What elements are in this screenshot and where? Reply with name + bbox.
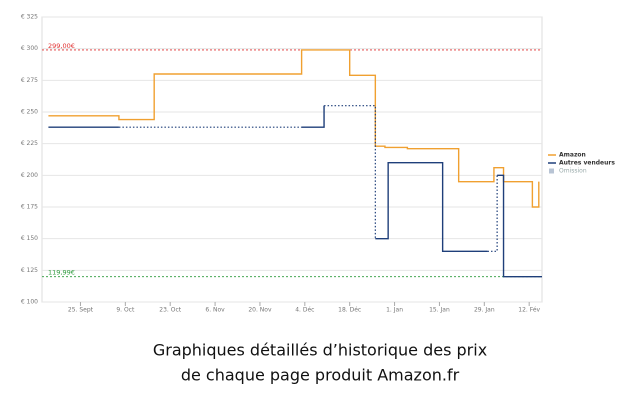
y-tick-label: € 125 [21,267,38,274]
x-tick-label: 9. Oct [116,307,135,314]
x-tick-label: 12. Fév [518,307,540,314]
y-tick-label: € 200 [21,172,38,179]
series-line [301,105,325,128]
x-tick-label: 23. Oct [159,307,181,314]
legend-label: Autres vendeurs [559,160,615,167]
y-tick-label: € 175 [21,204,38,211]
series-line [48,49,540,208]
x-tick-label: 20. Nov [248,307,272,314]
series-line [375,161,488,253]
plot-frame [41,16,543,303]
gap-connector [324,105,376,239]
reference-label: 119,99€ [48,269,75,277]
y-tick-label: € 225 [21,140,38,147]
legend-label: Amazon [559,152,586,159]
reference-label: 299,00€ [48,42,75,50]
legend-swatch [549,168,554,174]
x-tick-label: 25. Sept [68,307,94,314]
x-tick-label: 15. Jan [429,307,450,314]
x-tick-label: 1. Jan [386,307,403,314]
caption: de chaque page produit Amazon.fr [181,366,460,385]
x-tick-label: 6. Nov [205,307,225,314]
y-tick-label: € 250 [21,109,38,116]
y-tick-label: € 300 [21,45,38,52]
series-line [497,174,542,278]
x-tick-label: 4. Déc [295,307,314,314]
legend-label: Omission [559,168,587,175]
y-tick-label: € 150 [21,235,38,242]
x-tick-label: 29. Jan [474,307,495,314]
y-tick-label: € 100 [21,299,38,306]
y-tick-label: € 275 [21,77,38,84]
x-tick-label: 18. Déc [338,307,361,314]
y-tick-label: € 325 [21,14,38,21]
gap-connector [487,175,498,252]
caption: Graphiques détaillés d’historique des pr… [153,341,487,360]
